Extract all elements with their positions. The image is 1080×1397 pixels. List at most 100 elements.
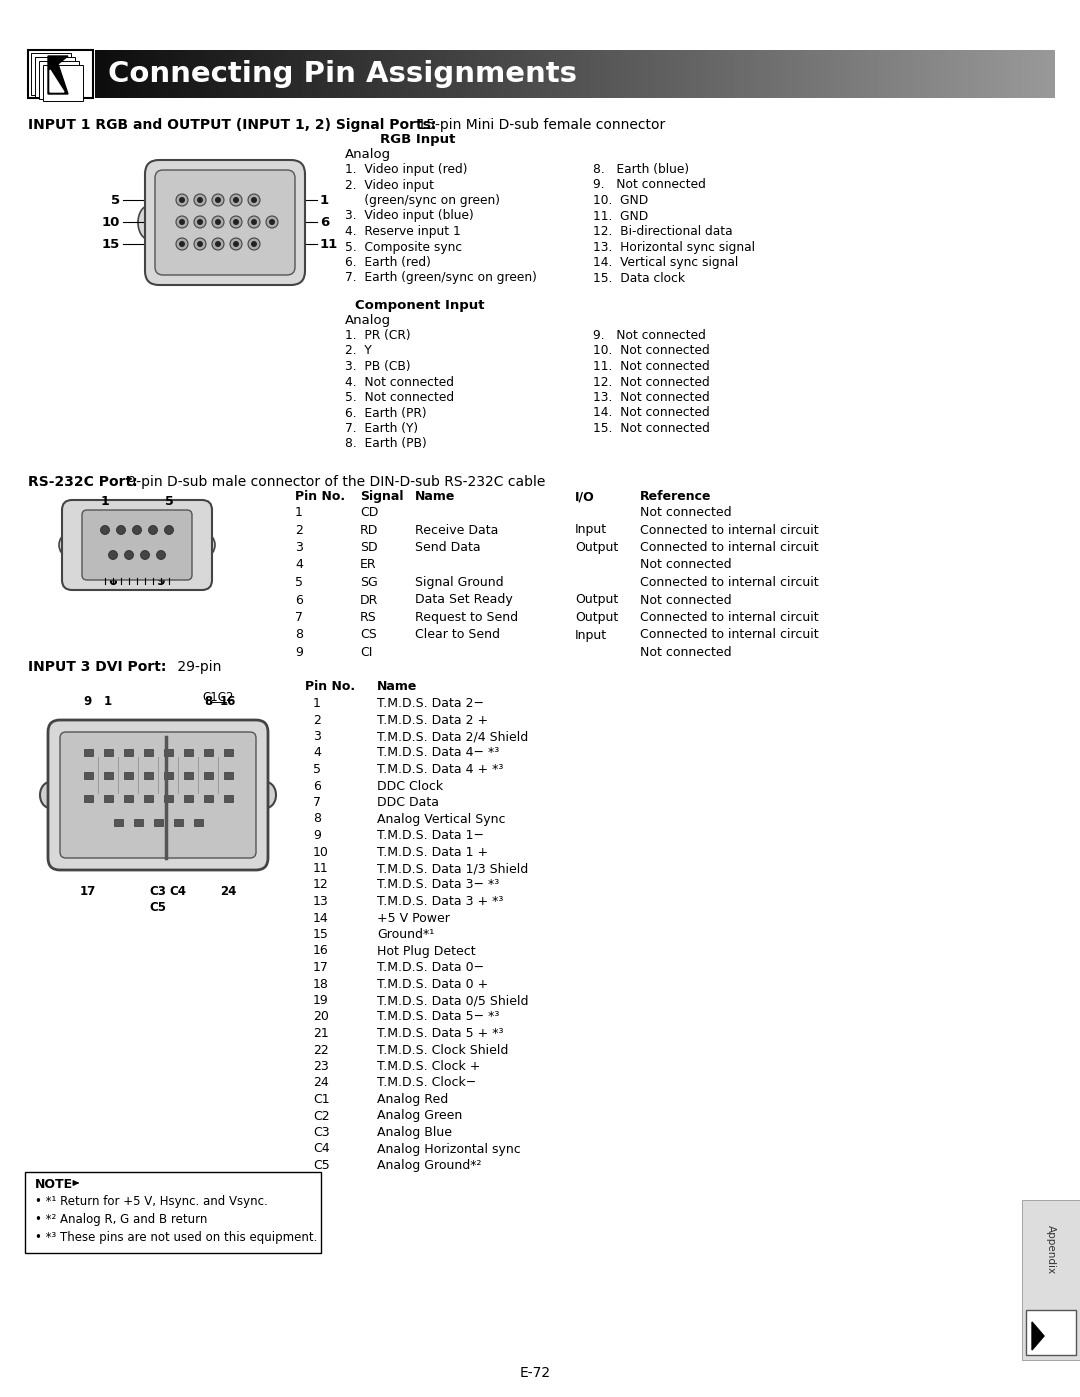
Bar [272, 50, 278, 98]
Bar [696, 50, 700, 98]
Text: 3: 3 [295, 541, 302, 555]
Bar [172, 50, 177, 98]
Text: Analog Green: Analog Green [377, 1109, 462, 1123]
Circle shape [212, 237, 224, 250]
Text: Ground*¹: Ground*¹ [377, 928, 434, 942]
Bar [484, 50, 489, 98]
Bar [806, 50, 811, 98]
Text: Connected to internal circuit: Connected to internal circuit [640, 629, 819, 641]
Text: Connected to internal circuit: Connected to internal circuit [640, 524, 819, 536]
Bar [287, 50, 293, 98]
Ellipse shape [256, 782, 276, 807]
Bar [753, 50, 758, 98]
Bar [594, 50, 599, 98]
Circle shape [157, 550, 165, 560]
Text: T.M.D.S. Data 4 + *³: T.M.D.S. Data 4 + *³ [377, 763, 503, 775]
Text: 20: 20 [313, 1010, 329, 1024]
Text: Connected to internal circuit: Connected to internal circuit [640, 541, 819, 555]
Text: 9: 9 [313, 828, 321, 842]
Text: Connected to internal circuit: Connected to internal circuit [640, 576, 819, 590]
Bar [546, 50, 552, 98]
Bar [498, 50, 503, 98]
Text: Receive Data: Receive Data [415, 524, 498, 536]
Circle shape [251, 219, 257, 225]
Bar [163, 795, 173, 802]
Polygon shape [1032, 1322, 1044, 1350]
Text: DR: DR [360, 594, 378, 606]
Bar [1007, 50, 1012, 98]
Bar [627, 50, 633, 98]
Bar [959, 50, 964, 98]
Text: 15.  Data clock: 15. Data clock [593, 271, 685, 285]
Text: 4: 4 [313, 746, 321, 760]
Text: SD: SD [360, 541, 378, 555]
Bar [949, 50, 955, 98]
Bar [724, 50, 729, 98]
Text: RS-232C Port:: RS-232C Port: [28, 475, 137, 489]
Text: Not connected: Not connected [640, 594, 731, 606]
Text: 6: 6 [320, 215, 329, 229]
Bar [1026, 50, 1031, 98]
Bar [167, 50, 173, 98]
Text: Connected to internal circuit: Connected to internal circuit [640, 610, 819, 624]
Ellipse shape [197, 534, 215, 556]
Text: Hot Plug Detect: Hot Plug Detect [377, 944, 475, 957]
Bar [618, 50, 623, 98]
Text: 6: 6 [295, 594, 302, 606]
Bar [782, 50, 786, 98]
Text: 14: 14 [313, 911, 328, 925]
Text: Name: Name [377, 680, 417, 693]
Text: 3: 3 [313, 731, 321, 743]
Text: T.M.D.S. Data 3 + *³: T.M.D.S. Data 3 + *³ [377, 895, 503, 908]
Bar [464, 50, 470, 98]
Bar [163, 771, 173, 778]
Ellipse shape [59, 534, 77, 556]
Bar [580, 50, 585, 98]
Bar [104, 795, 112, 802]
Bar [224, 795, 232, 802]
Bar [104, 749, 112, 756]
Bar [470, 50, 475, 98]
Text: 12.  Bi-directional data: 12. Bi-directional data [593, 225, 732, 237]
Bar [186, 50, 191, 98]
Bar [239, 50, 244, 98]
Text: T.M.D.S. Clock−: T.M.D.S. Clock− [377, 1077, 476, 1090]
Bar [43, 66, 83, 101]
Circle shape [215, 242, 221, 247]
Circle shape [251, 242, 257, 247]
Bar [1045, 50, 1051, 98]
Bar [791, 50, 796, 98]
Bar [35, 57, 75, 96]
Text: SG: SG [360, 576, 378, 590]
Text: 1.  Video input (red): 1. Video input (red) [345, 163, 468, 176]
Bar [211, 50, 216, 98]
Bar [1002, 50, 1008, 98]
Bar [114, 50, 120, 98]
Bar [863, 50, 868, 98]
Bar [411, 50, 417, 98]
Text: RGB Input: RGB Input [380, 133, 456, 147]
Bar [158, 50, 163, 98]
Bar [676, 50, 681, 98]
Bar [474, 50, 480, 98]
Text: T.M.D.S. Data 1 +: T.M.D.S. Data 1 + [377, 845, 488, 859]
Bar [834, 50, 839, 98]
Text: 12: 12 [313, 879, 328, 891]
Circle shape [233, 197, 239, 203]
Text: 1: 1 [295, 506, 302, 520]
Bar [138, 50, 144, 98]
Bar [590, 50, 595, 98]
Circle shape [194, 237, 206, 250]
Bar [902, 50, 907, 98]
FancyBboxPatch shape [25, 1172, 321, 1253]
Bar [234, 50, 240, 98]
Text: 15: 15 [102, 237, 120, 250]
Bar [887, 50, 892, 98]
Bar [421, 50, 427, 98]
Text: Analog Vertical Sync: Analog Vertical Sync [377, 813, 505, 826]
Bar [153, 819, 162, 826]
Circle shape [248, 217, 260, 228]
Text: T.M.D.S. Data 2−: T.M.D.S. Data 2− [377, 697, 484, 710]
Text: Clear to Send: Clear to Send [415, 629, 500, 641]
Bar [278, 50, 283, 98]
